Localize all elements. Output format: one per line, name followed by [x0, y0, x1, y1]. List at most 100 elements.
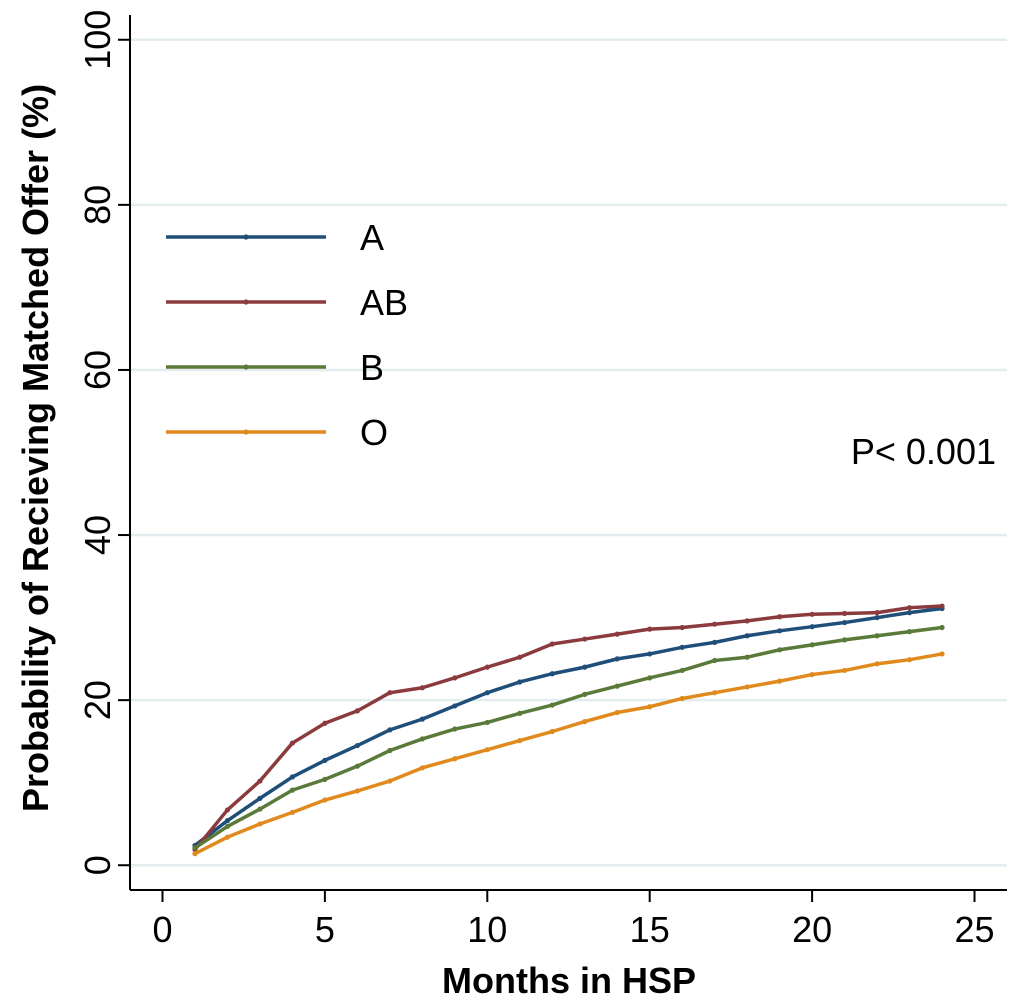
point-ab-6	[354, 708, 360, 714]
point-o-3	[257, 821, 263, 827]
x-axis-title: Months in HSP	[442, 960, 696, 1001]
legend-label-a: A	[360, 217, 384, 258]
legend-marker-b	[243, 364, 249, 370]
point-ab-2	[224, 807, 231, 813]
point-o-23	[906, 657, 913, 663]
point-o-2	[224, 834, 231, 840]
y-tick-label-4: 80	[77, 185, 118, 225]
point-a-19	[777, 628, 783, 634]
point-ab-4	[289, 740, 296, 746]
point-ab-14	[614, 631, 620, 637]
x-tick-label-5: 25	[954, 909, 994, 950]
x-tick-label-4: 20	[792, 909, 832, 950]
point-ab-15	[647, 626, 653, 632]
point-o-16	[679, 695, 685, 702]
point-a-3	[257, 795, 263, 801]
point-b-13	[582, 691, 588, 697]
point-o-1	[192, 851, 198, 857]
point-b-21	[841, 637, 848, 643]
point-o-4	[289, 809, 296, 816]
y-tick-label-5: 100	[77, 10, 118, 70]
legend-label-b: B	[360, 347, 384, 388]
point-ab-17	[712, 621, 718, 627]
point-ab-7	[387, 690, 393, 696]
point-b-16	[679, 667, 685, 674]
point-o-9	[452, 756, 458, 762]
point-o-12	[549, 728, 555, 735]
point-o-22	[874, 661, 880, 667]
point-o-8	[419, 765, 425, 771]
point-b-14	[614, 683, 620, 689]
y-tick-label-0: 0	[77, 855, 118, 875]
point-a-7	[387, 727, 393, 733]
point-b-24	[939, 624, 945, 631]
point-a-5	[322, 757, 328, 764]
y-axis-ticks: 0 20 40 60 80 100	[77, 10, 130, 875]
point-b-3	[257, 806, 263, 812]
point-a-6	[354, 742, 360, 749]
point-b-7	[387, 747, 393, 754]
point-o-10	[484, 747, 490, 753]
point-b-19	[777, 647, 783, 653]
point-ab-21	[841, 610, 848, 617]
point-a-22	[874, 614, 880, 621]
point-ab-10	[484, 664, 490, 670]
point-b-17	[712, 657, 718, 664]
point-o-17	[712, 690, 718, 696]
point-o-21	[841, 667, 848, 674]
point-ab-23	[906, 605, 913, 611]
point-b-4	[289, 787, 296, 793]
legend-label-o: O	[360, 412, 388, 453]
y-tick-label-3: 60	[77, 350, 118, 390]
x-tick-label-2: 10	[467, 909, 507, 950]
series-line-b	[193, 625, 943, 850]
series-line-ab	[193, 604, 943, 851]
point-a-4	[289, 774, 296, 780]
axes	[129, 15, 1007, 891]
point-b-1	[192, 845, 198, 851]
point-ab-3	[257, 778, 263, 784]
point-a-11	[517, 679, 523, 685]
p-value-annotation: P< 0.001	[851, 431, 996, 472]
point-b-23	[906, 629, 913, 635]
point-a-17	[712, 639, 718, 645]
x-axis-ticks: 0 5 10 15 20 25	[152, 890, 995, 950]
point-ab-16	[679, 624, 685, 631]
point-b-18	[744, 654, 750, 660]
point-ab-19	[777, 614, 783, 620]
point-a-16	[679, 644, 685, 650]
point-o-24	[939, 651, 945, 657]
point-a-12	[549, 671, 555, 677]
series-lines	[192, 603, 945, 857]
point-b-11	[517, 710, 523, 716]
point-b-6	[354, 763, 360, 769]
point-o-11	[517, 737, 523, 744]
point-o-13	[582, 719, 588, 725]
series-line-a	[193, 606, 943, 847]
point-o-6	[354, 788, 360, 794]
y-tick-label-2: 40	[77, 515, 118, 555]
x-tick-label-0: 0	[152, 909, 172, 950]
point-b-5	[322, 776, 328, 782]
point-b-2	[224, 823, 231, 830]
point-o-14	[614, 709, 620, 716]
point-ab-13	[582, 636, 588, 642]
y-axis-title: Probability of Recieving Matched Offer (…	[15, 84, 56, 812]
series-line-o	[194, 652, 943, 856]
y-tick-label-1: 20	[77, 680, 118, 720]
point-a-18	[744, 633, 750, 639]
point-b-15	[647, 675, 653, 681]
point-ab-24	[939, 603, 945, 609]
point-a-9	[452, 703, 458, 709]
point-ab-9	[452, 675, 458, 681]
point-b-8	[419, 736, 425, 742]
point-o-20	[809, 671, 815, 678]
point-b-20	[809, 642, 815, 648]
point-b-10	[484, 719, 490, 726]
point-o-5	[322, 797, 328, 803]
point-b-22	[874, 633, 880, 639]
point-a-15	[647, 651, 653, 657]
point-ab-8	[419, 685, 425, 691]
point-a-8	[419, 716, 425, 722]
